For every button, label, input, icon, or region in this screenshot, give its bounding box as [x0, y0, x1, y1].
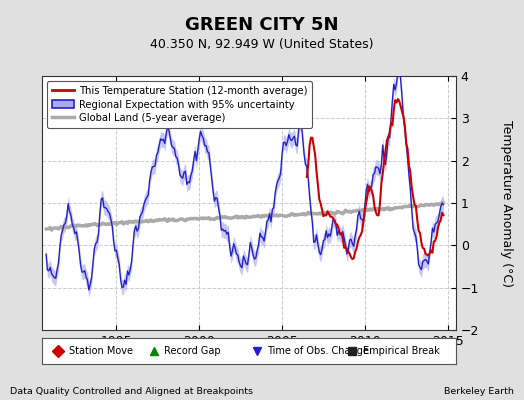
Text: GREEN CITY 5N: GREEN CITY 5N: [185, 16, 339, 34]
Text: 40.350 N, 92.949 W (United States): 40.350 N, 92.949 W (United States): [150, 38, 374, 51]
Text: Data Quality Controlled and Aligned at Breakpoints: Data Quality Controlled and Aligned at B…: [10, 387, 254, 396]
Y-axis label: Temperature Anomaly (°C): Temperature Anomaly (°C): [500, 120, 513, 286]
Legend: This Temperature Station (12-month average), Regional Expectation with 95% uncer: This Temperature Station (12-month avera…: [47, 81, 312, 128]
Text: Berkeley Earth: Berkeley Earth: [444, 387, 514, 396]
Text: Time of Obs. Change: Time of Obs. Change: [268, 346, 369, 356]
Text: Empirical Break: Empirical Break: [363, 346, 440, 356]
Text: Record Gap: Record Gap: [164, 346, 221, 356]
Text: Station Move: Station Move: [69, 346, 133, 356]
